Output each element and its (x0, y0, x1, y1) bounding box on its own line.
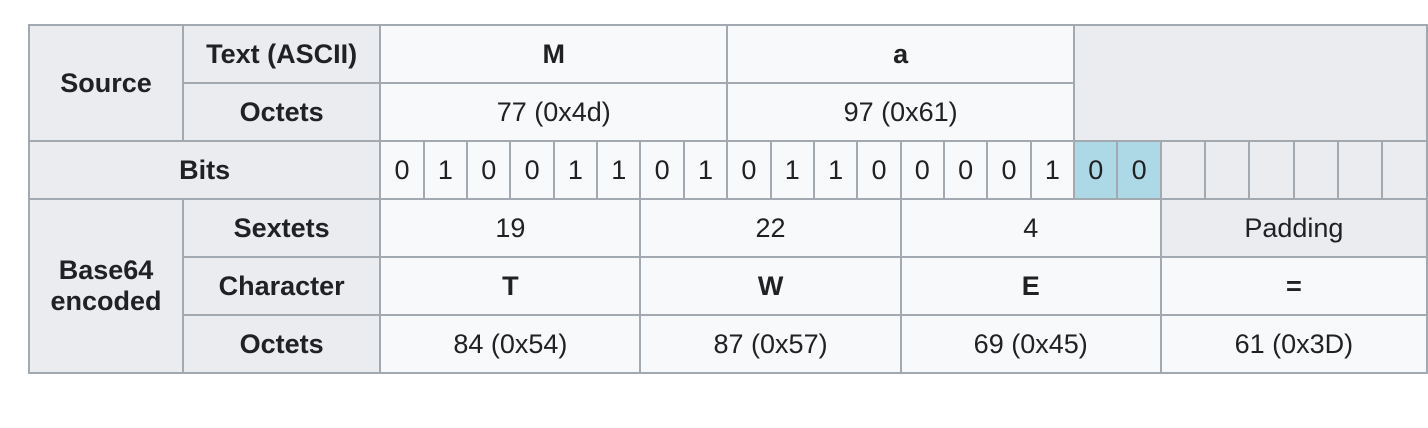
base64-encoded-line2: encoded (50, 286, 162, 316)
base64-char: E (899, 256, 1162, 316)
source-header: Source (28, 24, 184, 142)
base64-encoding-table-wrapper: Source Text (ASCII) M a Octets 77 (0x4d)… (27, 24, 1428, 374)
base64-char: T (379, 256, 642, 316)
base64-char-padding: = (1159, 256, 1428, 316)
empty-bit-cell (1381, 140, 1428, 200)
row-encoded-octets: Octets 84 (0x54) 87 (0x57) 69 (0x45) 61 … (29, 314, 1428, 374)
bit-cell-padding-zero: 0 (1073, 140, 1119, 200)
source-char-m: M (379, 24, 729, 84)
bit-cell: 1 (812, 140, 859, 200)
encoded-octet: 84 (0x54) (379, 314, 642, 374)
bit-cell: 0 (509, 140, 555, 200)
bit-cell: 1 (552, 140, 599, 200)
empty-bit-cell (1159, 140, 1207, 200)
bit-cell: 0 (466, 140, 512, 200)
base64-encoded-line1: Base64 (58, 255, 154, 285)
sextet-value: 22 (639, 198, 902, 258)
bit-cell: 0 (942, 140, 989, 200)
encoded-octets-header: Octets (181, 314, 382, 374)
bit-cell: 1 (596, 140, 642, 200)
source-octet-a: 97 (0x61) (726, 82, 1076, 142)
text-ascii-header: Text (ASCII) (181, 24, 382, 84)
empty-source-cell (1073, 24, 1428, 142)
base64-encoding-table: Source Text (ASCII) M a Octets 77 (0x4d)… (27, 24, 1428, 374)
encoded-octet: 69 (0x45) (899, 314, 1162, 374)
sextets-header: Sextets (181, 198, 382, 258)
bit-cell: 1 (682, 140, 729, 200)
bit-cell: 0 (379, 140, 425, 200)
bit-cell: 1 (769, 140, 815, 200)
bit-cell: 1 (1029, 140, 1076, 200)
bits-header: Bits (27, 140, 382, 200)
source-octet-m: 77 (0x4d) (379, 82, 729, 142)
row-sextets: Base64 encoded Sextets 19 22 4 Padding (28, 198, 1428, 374)
bit-cell-padding-zero: 0 (1116, 140, 1162, 200)
row-text-ascii: Source Text (ASCII) M a (28, 24, 1428, 142)
base64-char: W (639, 256, 902, 316)
bit-cell: 0 (899, 140, 946, 200)
row-source-octets: Octets 77 (0x4d) 97 (0x61) (29, 82, 1427, 142)
empty-bit-cell (1337, 140, 1384, 200)
bit-cell: 0 (639, 140, 685, 200)
encoded-octet: 87 (0x57) (639, 314, 902, 374)
row-character: Character T W E = (29, 256, 1428, 316)
source-char-a: a (726, 24, 1076, 84)
bit-cell: 0 (856, 140, 902, 200)
source-octets-header: Octets (181, 82, 382, 142)
bit-cell: 1 (422, 140, 469, 200)
sextet-value: 4 (899, 198, 1162, 258)
bit-cell: 0 (726, 140, 772, 200)
sextet-value: 19 (379, 198, 642, 258)
empty-bit-cell (1248, 140, 1295, 200)
empty-bit-cell (1204, 140, 1251, 200)
character-header: Character (181, 256, 382, 316)
empty-bit-cell (1292, 140, 1340, 200)
padding-label: Padding (1159, 198, 1428, 258)
bit-cell: 0 (986, 140, 1032, 200)
encoded-octet: 61 (0x3D) (1159, 314, 1428, 374)
base64-encoded-header: Base64 encoded (28, 198, 184, 374)
row-bits: Bits 0 1 0 0 1 1 0 1 0 1 1 0 0 0 0 1 0 0 (27, 140, 1428, 200)
